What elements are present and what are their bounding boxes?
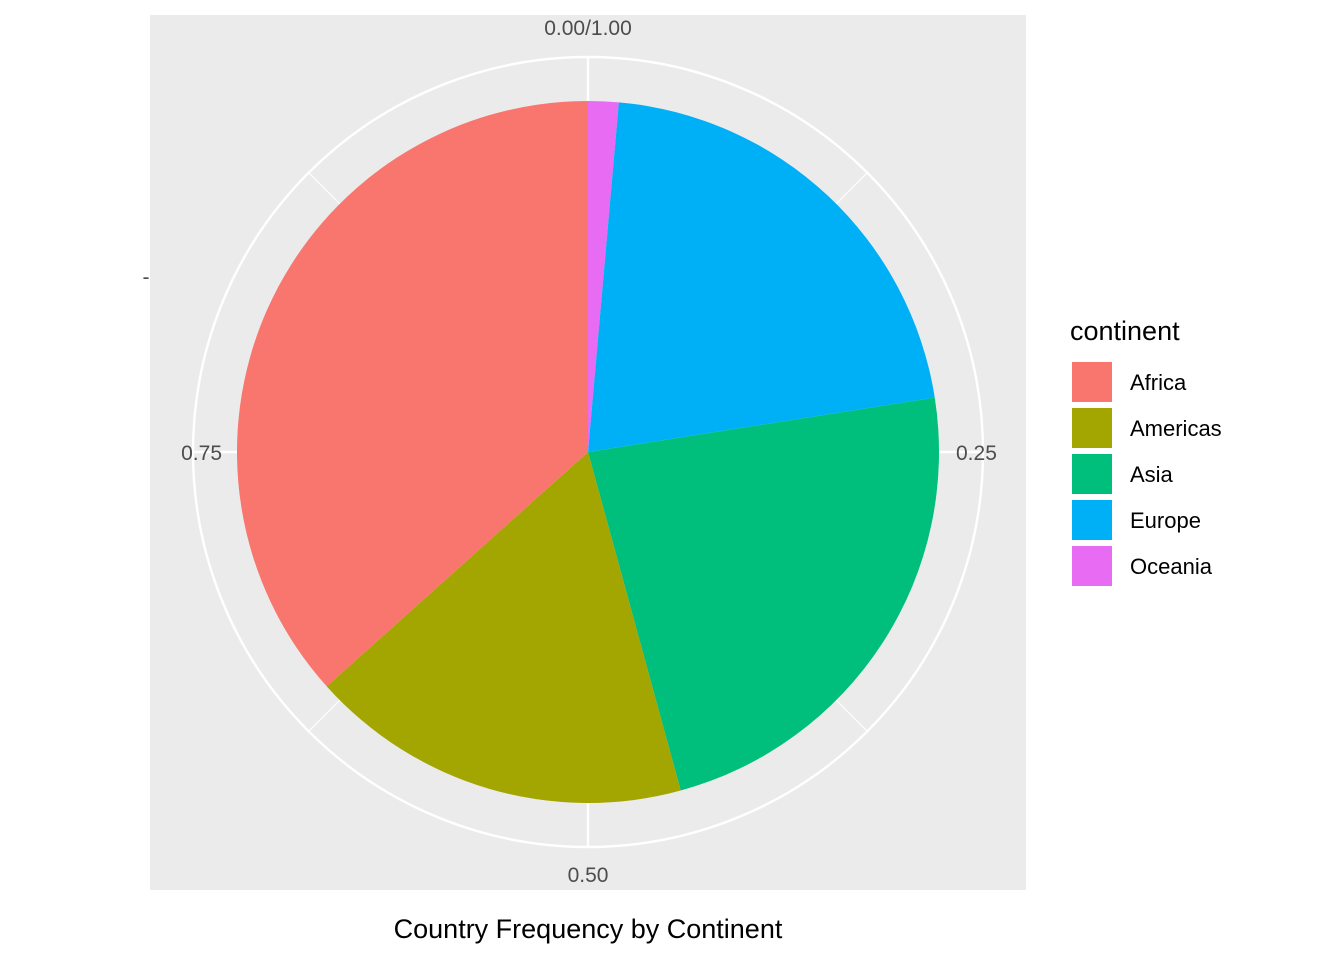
legend-label: Americas bbox=[1130, 416, 1222, 441]
legend: continent Africa Americas Asia Europe Oceani… bbox=[1070, 316, 1222, 588]
pie-slice-asia bbox=[588, 397, 939, 791]
theta-tick-label: 0.50 bbox=[568, 864, 609, 887]
theta-tick-labels: 0.00/1.00 0.25 0.50 0.75 bbox=[181, 17, 997, 887]
legend-item-europe: Europe bbox=[1070, 498, 1201, 542]
legend-item-oceania: Oceania bbox=[1070, 544, 1213, 588]
theta-tick-label: 0.00/1.00 bbox=[544, 17, 632, 40]
legend-item-americas: Americas bbox=[1070, 406, 1222, 450]
legend-item-africa: Africa bbox=[1070, 360, 1187, 404]
legend-label: Europe bbox=[1130, 508, 1201, 533]
pie-slice-europe bbox=[588, 102, 935, 453]
legend-swatch bbox=[1070, 452, 1114, 496]
legend-swatch bbox=[1070, 544, 1114, 588]
legend-item-asia: Asia bbox=[1070, 452, 1174, 496]
y-axis-tick-mark: - bbox=[143, 266, 150, 289]
legend-label: Africa bbox=[1130, 370, 1187, 395]
theta-tick-label: 0.75 bbox=[181, 442, 222, 465]
legend-swatch bbox=[1070, 498, 1114, 542]
legend-swatch bbox=[1070, 360, 1114, 404]
theta-tick-label: 0.25 bbox=[956, 442, 997, 465]
legend-items: Africa Americas Asia Europe Oceania bbox=[1070, 360, 1222, 588]
x-axis-title: Country Frequency by Continent bbox=[394, 914, 783, 944]
slices-layer bbox=[237, 101, 939, 803]
legend-swatch bbox=[1070, 406, 1114, 450]
legend-label: Asia bbox=[1130, 462, 1174, 487]
legend-title: continent bbox=[1070, 316, 1180, 346]
pie-slice-americas bbox=[326, 452, 681, 803]
pie-slice-oceania bbox=[588, 101, 619, 452]
pie-slice-africa bbox=[237, 101, 589, 687]
legend-label: Oceania bbox=[1130, 554, 1213, 579]
